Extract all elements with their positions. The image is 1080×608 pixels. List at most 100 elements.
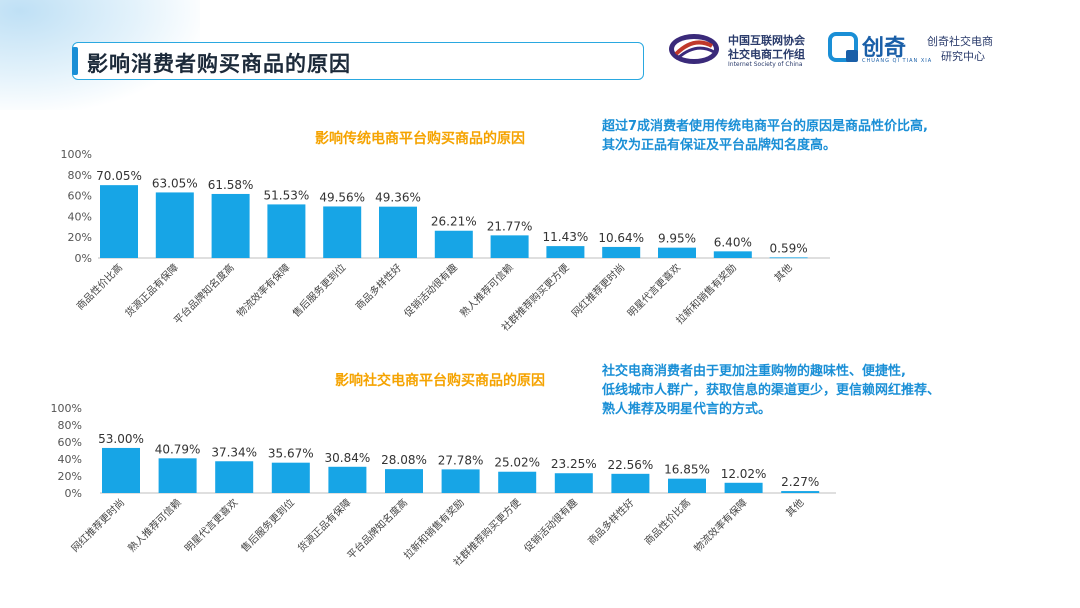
social-category-label: 明星代言更喜欢 <box>182 496 241 555</box>
traditional-data-label: 51.53% <box>264 188 310 202</box>
social-y-tick-label: 80% <box>58 419 82 432</box>
traditional-y-tick-label: 80% <box>68 169 92 182</box>
traditional-category-label: 平台品牌知名度高 <box>171 261 237 327</box>
social-data-label: 27.78% <box>438 453 484 467</box>
traditional-bar <box>713 251 752 258</box>
social-bar <box>724 482 763 493</box>
traditional-data-label: 26.21% <box>431 215 477 229</box>
traditional-category-label: 货源正品有保障 <box>122 261 181 320</box>
social-bar <box>102 447 140 493</box>
traditional-y-tick-label: 40% <box>68 210 92 223</box>
traditional-y-tick-label: 100% <box>61 148 92 161</box>
social-data-label: 16.85% <box>664 463 710 477</box>
social-data-label: 25.02% <box>494 456 540 470</box>
traditional-category-label: 熟人推荐可信赖 <box>457 261 516 320</box>
bottom-note-line: 社交电商消费者由于更加注重购物的趣味性、便捷性, <box>602 364 906 379</box>
traditional-data-label: 0.59% <box>770 241 808 255</box>
social-bar <box>441 469 480 493</box>
traditional-category-label: 拉新和销售有奖励 <box>673 261 739 327</box>
page-title-bar: 影响消费者购买商品的原因 <box>72 42 644 80</box>
social-bar <box>271 462 310 493</box>
traditional-category-label: 促销活动很有趣 <box>401 261 460 320</box>
chuangqi-emblem-icon <box>828 32 858 62</box>
traditional-bar <box>100 185 138 258</box>
social-data-label: 22.56% <box>608 458 654 472</box>
social-bar <box>611 473 650 493</box>
traditional-bar <box>658 247 696 258</box>
isc-name-line2: 社交电商工作组 <box>728 48 805 61</box>
social-category-label: 物流效率有保障 <box>691 496 750 555</box>
traditional-bar <box>323 206 362 258</box>
social-category-label: 商品性价比高 <box>642 496 694 548</box>
traditional-data-label: 21.77% <box>487 219 533 233</box>
traditional-category-label: 其他 <box>771 261 794 284</box>
social-y-tick-label: 0% <box>65 487 82 500</box>
social-category-label: 商品多样性好 <box>585 496 637 548</box>
traditional-data-label: 49.36% <box>375 191 421 205</box>
social-data-label: 28.08% <box>381 453 427 467</box>
traditional-data-label: 70.05% <box>96 169 142 183</box>
traditional-data-label: 61.58% <box>208 178 254 192</box>
social-data-label: 23.25% <box>551 457 597 471</box>
traditional-category-label: 网红推荐更时尚 <box>569 261 628 320</box>
traditional-bar <box>379 206 417 258</box>
traditional-category-label: 物流效率有保障 <box>234 261 293 320</box>
social-data-label: 35.67% <box>268 447 314 461</box>
traditional-category-label: 社群推荐购买更方便 <box>499 261 572 334</box>
isc-logo: 中国互联网协会 社交电商工作组 Internet Society of Chin… <box>668 30 818 70</box>
traditional-bar <box>211 193 250 258</box>
traditional-data-label: 63.05% <box>152 176 198 190</box>
traditional-bar <box>546 246 585 258</box>
bottom-note-line: 熟人推荐及明星代言的方式。 <box>602 402 772 417</box>
top-note-line: 超过7成消费者使用传统电商平台的原因是商品性价比高, <box>602 119 928 134</box>
chuangqi-logo: 创奇 CHUANG QI TIAN XIA 创奇社交电商 研究中心 <box>828 30 1003 70</box>
isc-name-english: Internet Society of China <box>728 61 803 68</box>
social-data-label: 37.34% <box>211 445 257 459</box>
social-category-label: 平台品牌知名度高 <box>344 496 410 562</box>
traditional-y-tick-label: 0% <box>75 252 92 265</box>
social-category-label: 售后服务更到位 <box>238 496 297 555</box>
traditional-data-label: 49.56% <box>319 190 365 204</box>
traditional-data-label: 10.64% <box>598 231 644 245</box>
traditional-data-label: 11.43% <box>543 230 589 244</box>
social-chart-title: 影响社交电商平台购买商品的原因 <box>335 372 545 389</box>
social-bar <box>215 461 254 493</box>
social-bar <box>781 491 820 493</box>
social-data-label: 40.79% <box>155 442 201 456</box>
traditional-bar <box>267 204 306 258</box>
chuangqi-brand: 创奇 <box>862 36 907 61</box>
social-y-tick-label: 20% <box>58 470 82 483</box>
page-title: 影响消费者购买商品的原因 <box>87 52 351 76</box>
social-category-label: 拉新和销售有奖励 <box>401 496 467 562</box>
social-category-label: 货源正品有保障 <box>295 496 354 555</box>
social-y-tick-label: 60% <box>58 436 82 449</box>
social-category-label: 熟人推荐可信赖 <box>125 496 184 555</box>
bottom-note: 社交电商消费者由于更加注重购物的趣味性、便捷性, 低线城市人群广，获取信息的渠道… <box>602 362 940 419</box>
traditional-data-label: 6.40% <box>714 235 752 249</box>
top-note-line: 其次为正品有保证及平台品牌知名度高。 <box>602 138 837 153</box>
chuangqi-brand-sub: CHUANG QI TIAN XIA <box>862 58 933 64</box>
social-bar <box>668 478 706 493</box>
traditional-chart-title: 影响传统电商平台购买商品的原因 <box>315 130 525 147</box>
social-category-label: 社群推荐购买更方便 <box>450 496 523 569</box>
traditional-category-label: 明星代言更喜欢 <box>624 261 683 320</box>
chuangqi-caption-line1: 创奇社交电商 <box>927 35 993 48</box>
social-data-label: 30.84% <box>325 451 371 465</box>
traditional-bar <box>490 235 529 258</box>
traditional-bar <box>769 257 808 259</box>
isc-emblem-icon <box>669 34 719 64</box>
social-category-label: 促销活动很有趣 <box>521 496 580 555</box>
traditional-data-label: 9.95% <box>658 232 696 246</box>
social-bar <box>554 473 593 493</box>
social-bar <box>328 466 367 493</box>
top-note: 超过7成消费者使用传统电商平台的原因是商品性价比高, 其次为正品有保证及平台品牌… <box>602 117 928 155</box>
social-bar <box>498 471 537 493</box>
social-data-label: 2.27% <box>781 475 819 489</box>
social-y-tick-label: 40% <box>58 453 82 466</box>
social-category-label: 网红推荐更时尚 <box>68 496 127 555</box>
traditional-y-tick-label: 60% <box>68 190 92 203</box>
traditional-category-label: 售后服务更到位 <box>290 261 349 320</box>
social-y-tick-label: 100% <box>51 402 82 415</box>
bottom-note-line: 低线城市人群广，获取信息的渠道更少，更信赖网红推荐、 <box>602 383 941 398</box>
social-data-label: 12.02% <box>721 467 767 481</box>
